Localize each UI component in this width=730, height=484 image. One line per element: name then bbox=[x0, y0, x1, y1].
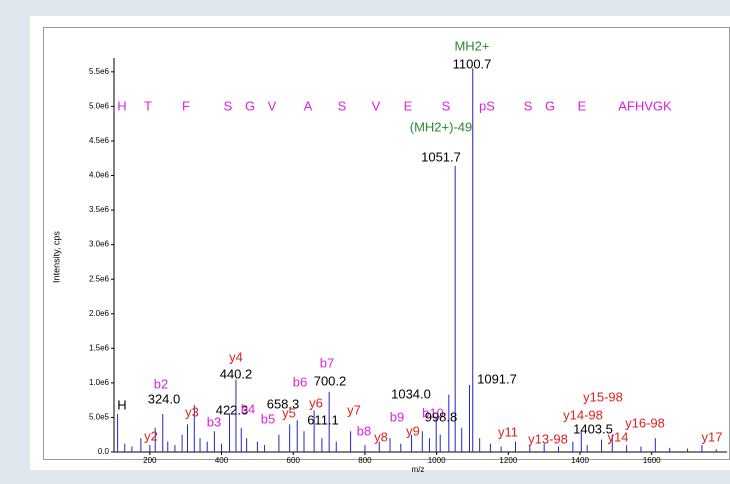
peak-annotation: MH2+ bbox=[454, 38, 489, 53]
peak-annotation: 700.2 bbox=[314, 373, 347, 388]
sequence-residue: G bbox=[245, 98, 255, 113]
peak-annotation: y14 bbox=[608, 429, 629, 444]
peak-annotation: 611.1 bbox=[307, 412, 339, 427]
y-tick-label: 0.0 bbox=[98, 447, 110, 456]
sequence-residue: pS bbox=[479, 98, 495, 113]
x-tick-label: 1200 bbox=[499, 456, 517, 465]
peak-annotation: b5 bbox=[261, 411, 275, 426]
y-tick-label: 3.0e6 bbox=[89, 240, 110, 249]
peak-annotation: 440.2 bbox=[220, 366, 253, 381]
sequence-residue: S bbox=[224, 98, 233, 113]
x-tick-label: 200 bbox=[143, 456, 157, 465]
sequence-residue: S bbox=[442, 98, 451, 113]
panel bbox=[30, 16, 730, 470]
sequence-residue: V bbox=[372, 98, 381, 113]
y-tick-label: 5.5e6 bbox=[89, 67, 110, 76]
y-tick-label: 4.5e6 bbox=[89, 136, 110, 145]
peak-annotation: b10 bbox=[422, 405, 444, 420]
peak-annotation: 1091.7 bbox=[477, 371, 517, 386]
sequence-residue: E bbox=[578, 98, 587, 113]
peak-annotation: (MH2+)-49 bbox=[410, 119, 473, 134]
sequence-residue: G bbox=[545, 98, 555, 113]
peak-annotation: y14-98 bbox=[563, 407, 603, 422]
peak-annotation: b7 bbox=[320, 355, 334, 370]
peak-annotation: b6 bbox=[293, 374, 307, 389]
sequence-residue: A bbox=[304, 98, 313, 113]
y-tick-label: 1.5e6 bbox=[89, 343, 110, 352]
x-tick-label: 600 bbox=[287, 456, 301, 465]
x-tick-label: 1000 bbox=[428, 456, 446, 465]
peak-annotation: 1403.5 bbox=[573, 421, 613, 436]
sequence-residue: H bbox=[117, 98, 126, 113]
peak-annotation: y3 bbox=[185, 404, 199, 419]
sequence-residue: S bbox=[524, 98, 533, 113]
peak-annotation: b9 bbox=[390, 409, 404, 424]
sequence-residue: S bbox=[338, 98, 347, 113]
peak-annotation: y5 bbox=[282, 405, 296, 420]
x-tick-label: 800 bbox=[358, 456, 372, 465]
peak-annotation: 658.3 bbox=[267, 396, 300, 411]
peak-annotation: y6 bbox=[309, 395, 323, 410]
peak-annotation: y9 bbox=[406, 423, 420, 438]
peak-annotation: b2 bbox=[154, 376, 168, 391]
y-tick-label: 2.0e6 bbox=[89, 309, 110, 318]
peak-annotation: b4 bbox=[241, 401, 255, 416]
x-tick-label: 1600 bbox=[643, 456, 661, 465]
peak-annotation: y7 bbox=[347, 402, 361, 417]
y-tick-label: 5.0e5 bbox=[89, 413, 110, 422]
x-axis-label: m/z bbox=[412, 465, 425, 474]
sequence-residue: E bbox=[404, 98, 413, 113]
sequence-residue: V bbox=[268, 98, 277, 113]
y-tick-label: 5.0e6 bbox=[89, 101, 110, 110]
peak-annotation: y15-98 bbox=[583, 389, 623, 404]
peak-annotation: 1100.7 bbox=[453, 56, 492, 71]
sequence-residue: T bbox=[144, 98, 152, 113]
peak-annotation: H bbox=[117, 397, 126, 412]
y-tick-label: 3.5e6 bbox=[89, 205, 110, 214]
peak-annotation: 422.3 bbox=[216, 402, 249, 417]
peak-annotation: 998.8 bbox=[425, 409, 458, 424]
sequence-residue: F bbox=[182, 98, 190, 113]
y-tick-label: 1.0e6 bbox=[89, 378, 110, 387]
peak-annotation: 1051.7 bbox=[421, 149, 461, 164]
peak-annotation: 1034.0 bbox=[391, 386, 431, 401]
peak-annotation: y17 bbox=[702, 429, 723, 444]
peak-annotation: y4 bbox=[229, 349, 243, 364]
sequence-residue: AFHVGK bbox=[618, 98, 672, 113]
y-tick-label: 2.5e6 bbox=[89, 274, 110, 283]
peak-annotation: y2 bbox=[144, 428, 158, 443]
peak-annotation: y16-98 bbox=[625, 415, 665, 430]
peak-annotation: y11 bbox=[498, 424, 518, 439]
peak-annotation: y13-98 bbox=[528, 431, 568, 446]
y-axis-label: Intensity, cps bbox=[51, 231, 61, 283]
y-tick-label: 4.0e6 bbox=[89, 171, 110, 180]
x-tick-label: 1400 bbox=[571, 456, 589, 465]
peak-annotation: 324.0 bbox=[148, 391, 181, 406]
x-tick-label: 400 bbox=[215, 456, 229, 465]
peak-annotation: y8 bbox=[374, 429, 388, 444]
peak-annotation: b3 bbox=[207, 414, 221, 429]
peak-annotation: b8 bbox=[357, 423, 371, 438]
